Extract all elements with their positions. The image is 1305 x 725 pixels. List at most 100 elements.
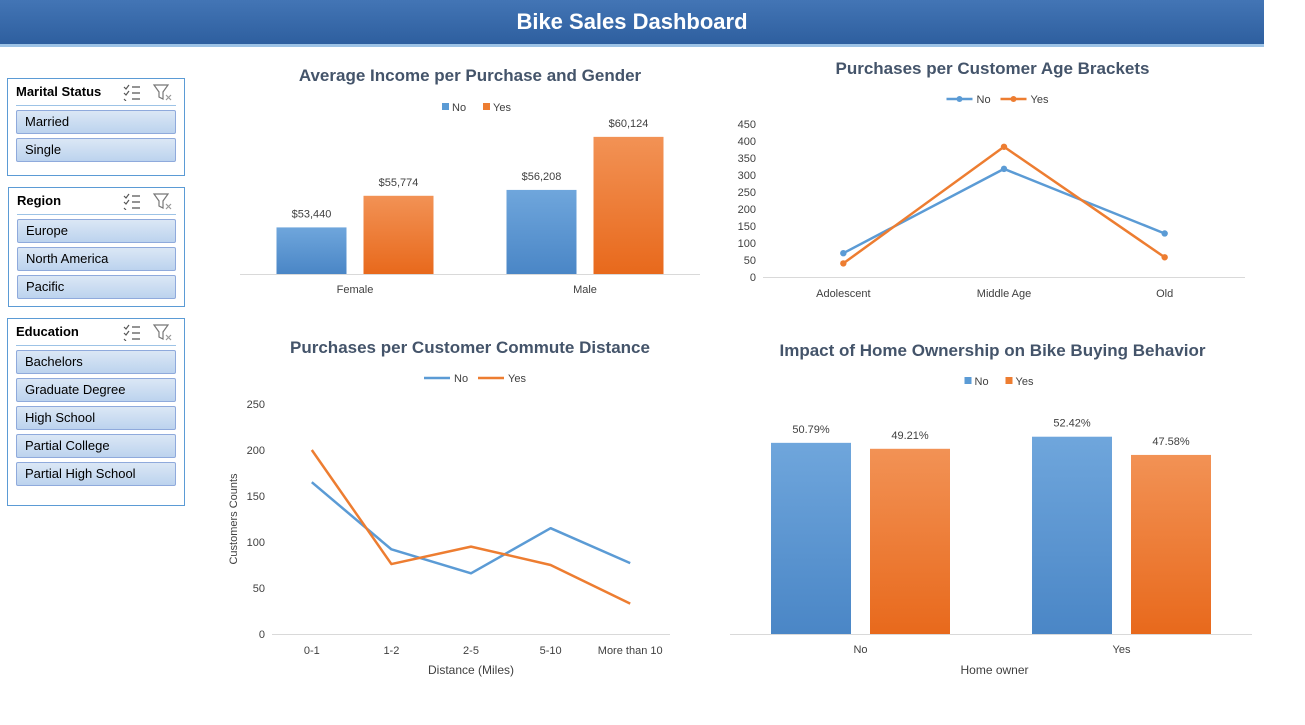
legend-marker-yes (1010, 96, 1017, 102)
point-yes-2 (1161, 254, 1168, 261)
slicer-title: Region (17, 193, 62, 208)
y-tick-label: 200 (247, 445, 265, 457)
legend-label-yes: Yes (1031, 94, 1049, 106)
y-axis-title: Customers Counts (228, 473, 240, 565)
y-tick-label: 0 (259, 629, 265, 641)
bar-no-no (771, 442, 851, 634)
point-yes-1 (1000, 143, 1008, 150)
y-tick-label: 300 (738, 170, 756, 182)
y-tick-label: 100 (247, 537, 265, 549)
x-tick-label: Yes (1113, 644, 1131, 656)
slicer-title: Marital Status (16, 84, 102, 99)
y-tick-label: 350 (738, 153, 756, 165)
slicer-items: Europe North America Pacific (9, 219, 184, 299)
y-tick-label: 200 (738, 204, 756, 216)
slicer-item-graduate-degree[interactable]: Graduate Degree (16, 378, 176, 402)
slicer-title: Education (16, 324, 79, 339)
legend-swatch-no (442, 103, 449, 110)
multi-select-icon[interactable] (122, 323, 142, 341)
clear-filter-icon[interactable] (152, 83, 174, 101)
y-tick-label: 450 (738, 119, 756, 131)
slicer-header: Marital Status (16, 79, 176, 106)
slicer-item-north-america[interactable]: North America (17, 247, 176, 271)
legend-label-no: No (454, 373, 468, 385)
slicer-item-high-school[interactable]: High School (16, 406, 176, 430)
legend-label-no: No (452, 102, 466, 114)
slicer-header: Region (17, 188, 176, 215)
series-line-no (842, 167, 1166, 255)
slicer-item-bachelors[interactable]: Bachelors (16, 350, 176, 374)
bar-no-female (276, 227, 347, 274)
bar-no-yes (1032, 436, 1112, 634)
legend-label-yes: Yes (493, 102, 511, 114)
chart-svg: Impact of Home Ownership on Bike Buying … (730, 341, 1252, 677)
chart-commute-distance: Purchases per Customer Commute Distance N… (220, 330, 720, 690)
x-tick-label: Female (337, 284, 374, 296)
x-tick-label: 1-2 (383, 645, 399, 657)
clear-filter-icon[interactable] (152, 192, 174, 210)
data-label: 49.21% (891, 430, 929, 442)
slicer-header: Education (16, 319, 176, 346)
multi-select-icon[interactable] (122, 192, 142, 210)
y-tick-label: 150 (738, 221, 756, 233)
x-axis-title: Home owner (960, 663, 1028, 677)
slicer-education: Education Bachelors Graduate Degree High S… (7, 318, 185, 506)
chart-svg: Average Income per Purchase and Gender No… (240, 66, 700, 296)
slicer-item-partial-college[interactable]: Partial College (16, 434, 176, 458)
y-tick-label: 250 (738, 187, 756, 199)
x-tick-label: No (853, 644, 867, 656)
chart-title: Average Income per Purchase and Gender (299, 66, 642, 85)
chart-svg: Purchases per Customer Age Brackets No Yes… (738, 59, 1245, 300)
x-tick-label: Male (573, 284, 597, 296)
slicer-item-partial-high-school[interactable]: Partial High School (16, 462, 176, 486)
chart-title: Impact of Home Ownership on Bike Buying … (779, 341, 1205, 360)
y-tick-label: 150 (247, 491, 265, 503)
legend-swatch-no (964, 377, 972, 384)
slicer-item-europe[interactable]: Europe (17, 219, 176, 243)
bar-yes-no (870, 448, 950, 634)
y-tick-label: 50 (744, 255, 756, 267)
series-line-yes (310, 449, 631, 605)
slicer-items: Married Single (8, 110, 184, 162)
slicer-marital-status: Marital Status Married Single (7, 78, 185, 176)
data-label: $60,124 (609, 118, 649, 130)
x-axis-title: Distance (Miles) (428, 663, 514, 677)
dashboard-title: Bike Sales Dashboard (0, 0, 1264, 47)
y-tick-label: 0 (750, 272, 756, 284)
multi-select-icon[interactable] (122, 83, 142, 101)
x-tick-label: 0-1 (304, 645, 320, 657)
y-tick-label: 400 (738, 136, 756, 148)
data-label: $55,774 (379, 177, 419, 189)
slicer-item-single[interactable]: Single (16, 138, 176, 162)
bar-yes-male (593, 136, 664, 274)
point-no-2 (1161, 230, 1168, 237)
x-tick-label: More than 10 (598, 645, 663, 657)
clear-filter-icon[interactable] (152, 323, 174, 341)
legend-label-yes: Yes (1016, 376, 1034, 388)
chart-title: Purchases per Customer Commute Distance (290, 338, 650, 357)
point-no-0 (840, 250, 847, 257)
chart-svg: Purchases per Customer Commute Distance N… (228, 338, 670, 677)
slicer-item-pacific[interactable]: Pacific (17, 275, 176, 299)
y-tick-label: 50 (253, 583, 265, 595)
legend-marker-no (956, 96, 963, 102)
data-label: 50.79% (792, 424, 830, 436)
series-line-yes (842, 145, 1166, 265)
chart-title: Purchases per Customer Age Brackets (835, 59, 1149, 78)
x-tick-label: Old (1156, 288, 1173, 300)
chart-average-income: Average Income per Purchase and Gender No… (220, 55, 720, 315)
legend-label-yes: Yes (508, 373, 526, 385)
data-label: 52.42% (1053, 418, 1091, 430)
y-tick-label: 100 (738, 238, 756, 250)
data-label: $53,440 (292, 208, 332, 220)
chart-age-brackets: Purchases per Customer Age Brackets No Yes… (720, 52, 1265, 317)
legend-swatch-yes (1005, 377, 1013, 384)
x-tick-label: Middle Age (977, 288, 1031, 300)
data-label: 47.58% (1152, 436, 1190, 448)
x-tick-label: 5-10 (540, 645, 562, 657)
bar-no-male (506, 189, 577, 274)
slicer-item-married[interactable]: Married (16, 110, 176, 134)
y-tick-label: 250 (247, 399, 265, 411)
series-line-no (310, 481, 631, 575)
point-no-1 (1000, 165, 1008, 173)
